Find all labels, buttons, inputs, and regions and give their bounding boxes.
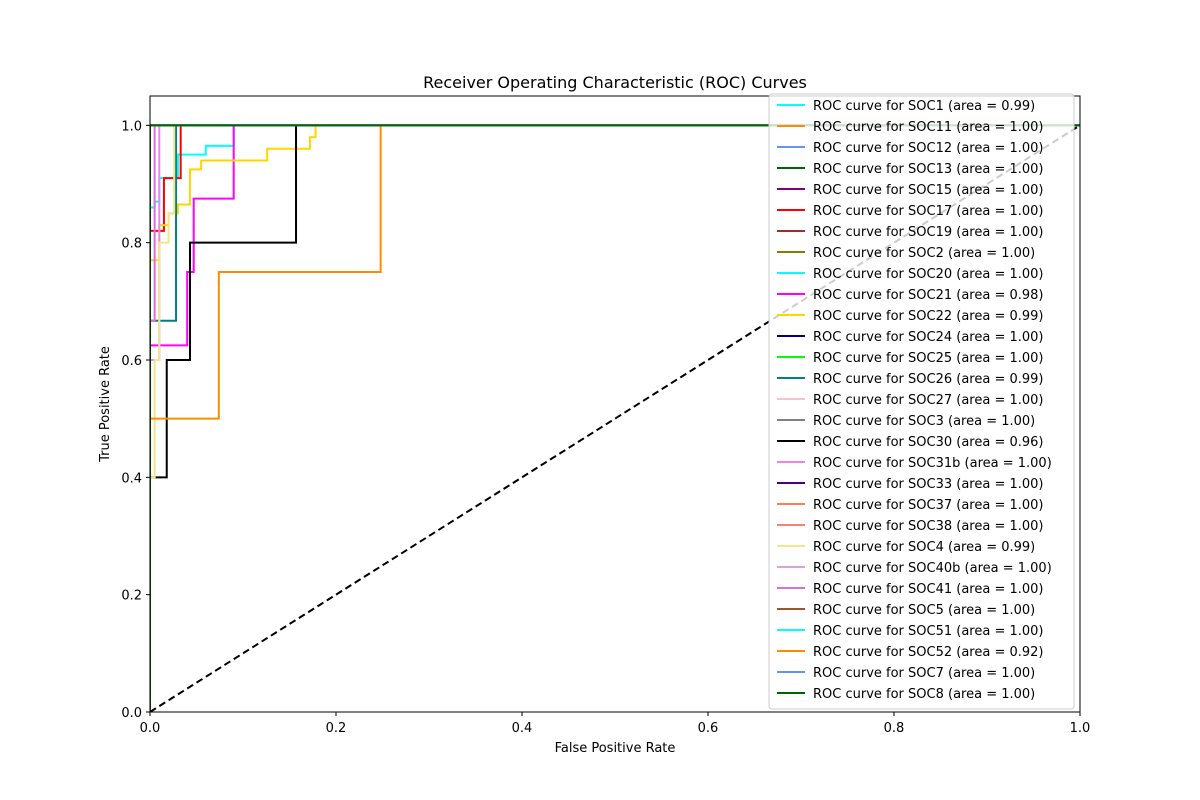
legend-entry-label: ROC curve for SOC4 (area = 0.99) xyxy=(813,540,1035,555)
x-tick-label: 0.2 xyxy=(326,721,347,736)
legend-entry-label: ROC curve for SOC24 (area = 1.00) xyxy=(813,330,1044,345)
roc-series-line xyxy=(150,124,1080,712)
x-tick-label: 0.6 xyxy=(698,721,719,736)
y-tick-label: 1.0 xyxy=(121,119,142,134)
legend-entry-label: ROC curve for SOC1 (area = 0.99) xyxy=(813,99,1035,114)
chart-title: Receiver Operating Characteristic (ROC) … xyxy=(423,73,807,92)
legend-entry-label: ROC curve for SOC52 (area = 0.92) xyxy=(813,645,1044,660)
x-tick-label: 0.4 xyxy=(512,721,533,736)
legend-entry-label: ROC curve for SOC51 (area = 1.00) xyxy=(813,624,1044,639)
legend-entry-label: ROC curve for SOC7 (area = 1.00) xyxy=(813,666,1035,681)
legend-entry-label: ROC curve for SOC21 (area = 0.98) xyxy=(813,288,1044,303)
legend-entry-label: ROC curve for SOC33 (area = 1.00) xyxy=(813,477,1044,492)
legend-entry-label: ROC curve for SOC27 (area = 1.00) xyxy=(813,393,1044,408)
legend-entry-label: ROC curve for SOC17 (area = 1.00) xyxy=(813,204,1044,219)
y-tick-label: 0.8 xyxy=(121,237,142,252)
legend-entry-label: ROC curve for SOC5 (area = 1.00) xyxy=(813,603,1035,618)
legend-entry-label: ROC curve for SOC12 (area = 1.00) xyxy=(813,141,1044,156)
legend-entry-label: ROC curve for SOC40b (area = 1.00) xyxy=(813,561,1052,576)
y-tick-label: 0.4 xyxy=(121,471,142,486)
legend-entry-label: ROC curve for SOC31b (area = 1.00) xyxy=(813,456,1052,471)
x-tick-label: 0.8 xyxy=(884,721,905,736)
legend-entry-label: ROC curve for SOC37 (area = 1.00) xyxy=(813,498,1044,513)
y-tick-label: 0.6 xyxy=(121,354,142,369)
legend-entry-label: ROC curve for SOC8 (area = 1.00) xyxy=(813,687,1035,702)
legend-entry-label: ROC curve for SOC38 (area = 1.00) xyxy=(813,519,1044,534)
x-axis-label: False Positive Rate xyxy=(555,741,676,756)
legend-entry-label: ROC curve for SOC22 (area = 0.99) xyxy=(813,309,1044,324)
legend-entry-label: ROC curve for SOC41 (area = 1.00) xyxy=(813,582,1044,597)
y-tick-label: 0.2 xyxy=(121,589,142,604)
legend-entry-label: ROC curve for SOC2 (area = 1.00) xyxy=(813,246,1035,261)
legend-entry-label: ROC curve for SOC25 (area = 1.00) xyxy=(813,351,1044,366)
legend-entry-label: ROC curve for SOC13 (area = 1.00) xyxy=(813,162,1044,177)
legend-entry-label: ROC curve for SOC26 (area = 0.99) xyxy=(813,372,1044,387)
legend: ROC curve for SOC1 (area = 0.99) ROC curv… xyxy=(768,93,1075,710)
legend-entry-label: ROC curve for SOC15 (area = 1.00) xyxy=(813,183,1044,198)
axis-ticks: 0.0 0.2 0.4 0.6 0.8 1.0 0.0 0.2 0.4 0.6 0.8 1.0 xyxy=(121,119,1090,736)
legend-entry-label: ROC curve for SOC30 (area = 0.96) xyxy=(813,435,1044,450)
x-tick-label: 0.0 xyxy=(140,721,161,736)
legend-entry-label: ROC curve for SOC19 (area = 1.00) xyxy=(813,225,1044,240)
roc-series-line xyxy=(150,124,1080,712)
roc-series-line xyxy=(150,124,1080,712)
x-tick-label: 1.0 xyxy=(1070,721,1091,736)
legend-entry-label: ROC curve for SOC11 (area = 1.00) xyxy=(813,120,1044,135)
y-tick-label: 0.0 xyxy=(121,706,142,721)
y-axis-label: True Positive Rate xyxy=(98,346,113,463)
plot-frame xyxy=(149,95,1081,713)
legend-entry-label: ROC curve for SOC3 (area = 1.00) xyxy=(813,414,1035,429)
legend-box xyxy=(768,93,1075,710)
legend-entry-label: ROC curve for SOC20 (area = 1.00) xyxy=(813,267,1044,282)
